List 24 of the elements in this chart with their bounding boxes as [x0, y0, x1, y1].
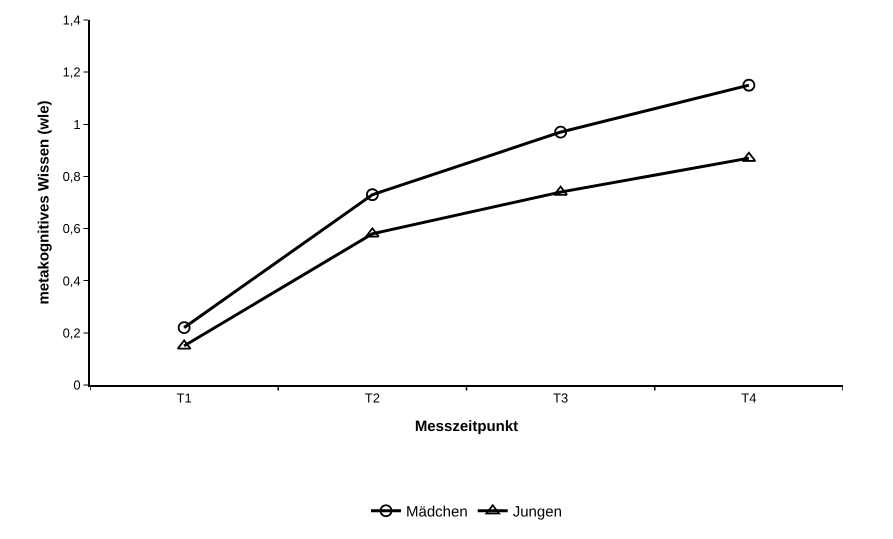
legend-label: Mädchen — [406, 504, 468, 521]
legend-label: Jungen — [512, 504, 562, 521]
x-tick-label: T4 — [741, 390, 756, 406]
point — [178, 321, 191, 334]
y-tick-label: 1,4 — [62, 12, 81, 28]
point — [742, 152, 756, 162]
y-tick-label: 1,2 — [62, 64, 81, 80]
point — [553, 186, 568, 196]
y-tick-label: 0 — [73, 378, 81, 393]
y-tick-label: 0,4 — [62, 273, 81, 288]
y-tick-label: 0,2 — [62, 325, 81, 340]
x-tick-label: T2 — [364, 390, 380, 406]
y-axis-title: metakognitives Wissen (wle) — [35, 100, 52, 305]
point — [366, 188, 379, 202]
y-tick-label: 0,6 — [62, 221, 81, 236]
y-tick-label: 1 — [73, 116, 81, 132]
point — [176, 339, 192, 350]
point — [742, 78, 756, 92]
x-tick-label: T1 — [176, 390, 192, 406]
x-axis-title: Messzeitpunkt — [414, 418, 518, 435]
y-tick-label: 0,8 — [62, 168, 81, 184]
point — [554, 126, 568, 139]
x-tick-label: T3 — [553, 390, 568, 406]
point — [365, 227, 380, 238]
